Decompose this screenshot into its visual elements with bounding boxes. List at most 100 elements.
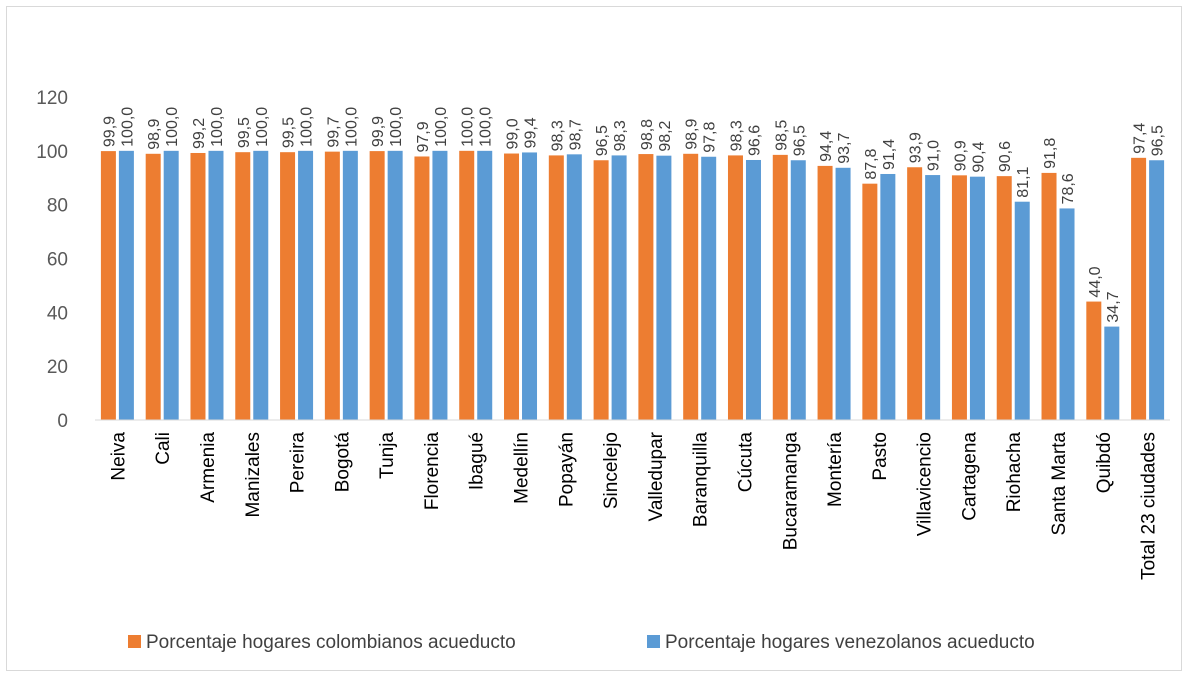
- bar: [548, 155, 564, 420]
- bar: [969, 176, 985, 420]
- data-label: 97,8: [702, 122, 719, 153]
- data-label: 100,0: [209, 107, 226, 147]
- bar: [1041, 172, 1057, 420]
- bar: [683, 153, 699, 420]
- y-tick-label: 40: [47, 303, 68, 324]
- x-category-label: Medellín: [512, 432, 533, 504]
- bar: [100, 151, 116, 421]
- legend-swatch: [647, 635, 660, 648]
- bar: [835, 167, 851, 420]
- data-label: 100,0: [433, 107, 450, 147]
- y-tick-label: 60: [47, 250, 68, 271]
- data-label: 100,0: [254, 107, 271, 147]
- data-label: 100,0: [388, 107, 405, 147]
- y-tick-label: 120: [36, 88, 68, 109]
- bar: [190, 152, 206, 420]
- bar: [163, 150, 179, 421]
- x-category-label: Sincelejo: [601, 432, 622, 509]
- bar: [611, 155, 627, 420]
- bar: [235, 152, 251, 420]
- data-label: 90,6: [997, 141, 1014, 172]
- data-label: 99,5: [281, 117, 298, 148]
- x-category-label: Popayán: [556, 432, 577, 507]
- data-label: 44,0: [1087, 266, 1104, 297]
- data-label: 99,4: [523, 117, 540, 148]
- bar: [701, 156, 717, 420]
- x-category-label: Santa Marta: [1049, 432, 1070, 536]
- bar: [387, 150, 403, 421]
- x-category-label: Quibdó: [1094, 432, 1115, 493]
- data-label: 91,8: [1042, 138, 1059, 169]
- data-label: 90,9: [952, 140, 969, 171]
- data-label: 87,8: [863, 148, 880, 179]
- bar: [477, 150, 493, 421]
- x-category-label: Villavicencio: [915, 432, 936, 536]
- bar: [522, 152, 538, 420]
- data-label: 96,5: [1150, 125, 1167, 156]
- bar: [817, 165, 833, 420]
- bar: [432, 150, 448, 421]
- data-label: 81,1: [1015, 166, 1032, 197]
- x-category-label: Neiva: [108, 432, 129, 481]
- data-label: 100,0: [460, 107, 477, 147]
- y-tick-label: 80: [47, 196, 68, 217]
- bar: [638, 154, 654, 420]
- bar: [1086, 301, 1102, 420]
- x-category-label: Valledupar: [646, 431, 667, 521]
- legend-entry: Porcentaje hogares colombianos acueducto: [146, 632, 516, 653]
- data-label: 90,4: [970, 141, 987, 172]
- x-category-label: Manizales: [243, 432, 264, 518]
- data-labels: 99,9 100,0 98,9 100,0 99,2 100,0 99,5 100,0 99,5…: [101, 107, 1166, 323]
- bar: [772, 154, 788, 420]
- data-label: 97,4: [1132, 123, 1149, 154]
- data-label: 98,3: [728, 120, 745, 151]
- data-label: 91,4: [881, 139, 898, 170]
- data-label: 99,9: [101, 116, 118, 147]
- y-tick-label: 100: [36, 142, 68, 163]
- bar: [593, 160, 609, 421]
- x-axis: Neiva Cali Armenia Manizales Pereira Bogotá Tu…: [95, 419, 1170, 580]
- bar: [790, 160, 806, 421]
- data-label: 98,7: [567, 119, 584, 150]
- bar: [369, 151, 385, 421]
- bar: [459, 150, 475, 421]
- bar: [656, 155, 672, 420]
- data-label: 94,4: [818, 131, 835, 162]
- legend-entry: Porcentaje hogares venezolanos acueducto: [665, 632, 1035, 653]
- bar: [745, 159, 761, 421]
- data-label: 93,9: [908, 132, 925, 163]
- data-label: 98,9: [684, 119, 701, 150]
- data-label: 98,3: [612, 120, 629, 151]
- data-label: 97,9: [415, 121, 432, 152]
- bars: [100, 150, 1165, 421]
- data-label: 93,7: [836, 133, 853, 164]
- data-label: 98,2: [657, 120, 674, 151]
- bar: [208, 150, 224, 421]
- data-label: 98,9: [146, 119, 163, 150]
- bar: [566, 154, 582, 420]
- y-tick-label: 20: [47, 357, 68, 378]
- data-label: 34,7: [1105, 291, 1122, 322]
- x-category-label: Ibagué: [467, 432, 488, 490]
- x-category-label: Baranquilla: [691, 432, 712, 527]
- data-label: 100,0: [119, 107, 136, 147]
- bar: [504, 153, 520, 420]
- legend: Porcentaje hogares colombianos acueducto…: [128, 632, 1035, 653]
- x-category-label: Cali: [153, 432, 174, 465]
- data-label: 96,5: [791, 125, 808, 156]
- y-tick-label: 0: [57, 411, 68, 432]
- x-category-label: Riohacha: [1004, 432, 1025, 513]
- bar: [727, 155, 743, 420]
- data-label: 78,6: [1060, 173, 1077, 204]
- data-label: 100,0: [478, 107, 495, 147]
- x-category-label: Cúcuta: [735, 432, 756, 493]
- bar: [1104, 326, 1120, 420]
- bar: [951, 175, 967, 420]
- data-label: 98,3: [549, 120, 566, 151]
- bar: [253, 150, 269, 421]
- bar: [342, 150, 358, 421]
- bar: [414, 156, 430, 420]
- bar: [145, 153, 161, 420]
- data-label: 100,0: [343, 107, 360, 147]
